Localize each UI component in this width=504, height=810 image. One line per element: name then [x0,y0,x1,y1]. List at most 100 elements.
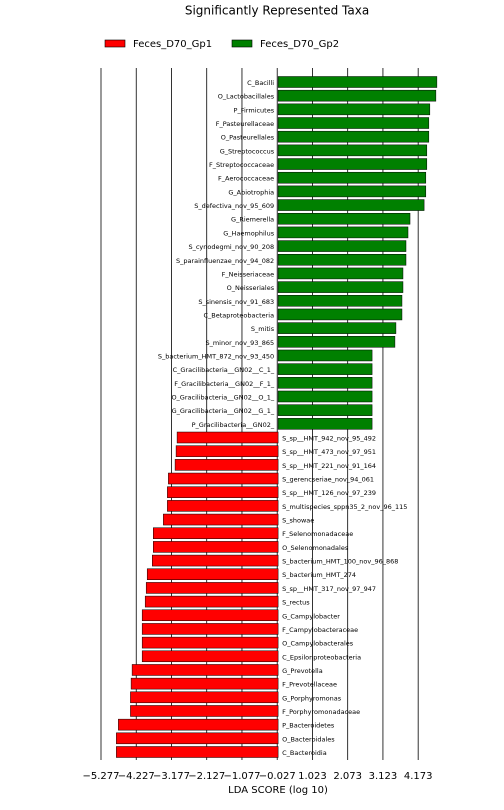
bar [144,595,279,608]
category-label: G_Riemerella [231,216,274,224]
bar [277,322,397,334]
bar [277,404,373,416]
category-label: S_sp__HMT_942_nov_95_492 [282,435,376,443]
bar [116,732,279,745]
bar [277,144,428,157]
legend-swatch [231,39,253,48]
category-label: P_Bacteroidetes [282,722,335,730]
legend-swatch [104,39,126,48]
category-label: F_Pasteurellaceae [216,120,274,128]
bar [153,541,279,553]
category-label: F_Prevotellaceae [282,681,337,689]
category-label: G_Streptococcus [220,147,275,155]
bar [141,609,279,622]
bar [277,117,430,129]
bar [277,185,427,198]
bar [277,295,403,307]
category-label: C_Betaproteobacteria [203,311,274,319]
bar [130,691,279,704]
category-label: P_Firmicutes [234,106,275,114]
category-label: F_Aerococcaceae [218,175,274,183]
category-label: S_bacterium_HMT_872_nov_93_450 [158,352,274,360]
bar [116,746,279,758]
category-label: F_Streptococcaceae [209,161,274,169]
category-label: G_Abiotrophia [228,188,274,196]
bar [277,349,373,362]
category-label: S_multispecies_sppn35_2_nov_96_115 [282,503,407,511]
bar [277,158,428,170]
bar [277,254,407,266]
bar [277,130,430,143]
bar [152,554,279,567]
bar [277,212,411,225]
bar [168,472,279,485]
category-label: G_Haemophilus [223,229,274,237]
category-label: O_Neisseriales [227,284,275,292]
bar [277,363,373,375]
category-label: G_Gracilibacteria__GN02__G_1_ [172,407,275,415]
bar [131,664,279,676]
category-label: C_Bacteroidia [282,749,327,757]
bar [130,677,279,690]
x-tick-label: −4.227 [118,771,155,782]
category-label: O_Lactobacillales [218,93,275,101]
bar [277,199,425,211]
bar [130,705,279,717]
category-label: F_Gracilibacteria__GN02__F_1_ [174,380,275,388]
category-label: O_Gracilibacteria__GN02__O_1_ [171,393,274,401]
category-label: F_Neisseriaceae [222,270,274,278]
category-label: G_Porphyromonas [282,694,342,702]
category-label: F_Selenomonadaceae [282,530,353,538]
category-label: S_sp__HMT_317_nov_97_947 [282,585,376,593]
category-label: C_Gracilibacteria__GN02__C_1_ [173,366,275,374]
category-label: G_Prevotella [282,667,323,675]
x-axis-label: LDA SCORE (log 10) [228,785,328,796]
category-label: S_sp__HMT_473_nov_97_951 [282,448,376,456]
category-label: S_gerencseriae_nov_94_061 [282,476,374,484]
bar [167,486,279,498]
bar [277,336,396,348]
bar [277,226,409,239]
category-label: S_bacterium_HMT_274 [282,571,356,579]
bar [141,650,279,663]
x-tick-label: −3.177 [153,771,190,782]
category-label: S_bacterium_HMT_100_nov_96_868 [282,558,398,566]
category-label: P_Gracilibacteria__GN02_ [192,421,275,429]
bar [163,513,279,526]
bar [277,171,427,184]
bar [146,568,279,580]
category-label: F_Campylobacteraceae [282,626,358,634]
bar [167,500,279,512]
x-tick-label: −5.277 [82,771,119,782]
category-label: G_Campylobacter [282,612,340,620]
bar [141,636,279,649]
legend-label: Feces_D70_Gp1 [133,39,212,50]
x-tick-label: −2.127 [188,771,225,782]
x-tick-label: 2.073 [333,771,362,782]
bar [277,103,431,116]
x-tick-label: 4.173 [404,771,433,782]
category-label: O_Pasteurellales [221,134,275,142]
bar [277,377,373,389]
category-label: O_Selenomonadales [282,544,349,552]
bar [277,240,407,252]
bar [176,431,279,444]
category-label: S_sinensis_nov_91_683 [198,298,274,306]
category-label: S_showae [282,517,314,525]
x-tick-label: −0.027 [259,771,296,782]
category-label: S_defectiva_nov_95_609 [194,202,274,210]
category-label: S_rectus [282,599,310,607]
bar [174,459,279,471]
x-tick-label: −1.077 [223,771,260,782]
category-label: O_Campylobacterales [282,640,354,648]
bar [277,281,404,293]
category-label: S_parainfluenzae_nov_94_082 [176,257,274,265]
x-tick-label: 1.023 [298,771,327,782]
bar [277,76,438,88]
category-label: O_Bacteroidales [282,735,335,743]
bar [277,89,437,102]
bar [277,418,373,430]
category-label: C_Epsilonproteobacteria [282,653,361,661]
category-label: S_cynodegmi_nov_90_208 [188,243,274,251]
category-label: S_sp__HMT_221_nov_91_164 [282,462,376,470]
